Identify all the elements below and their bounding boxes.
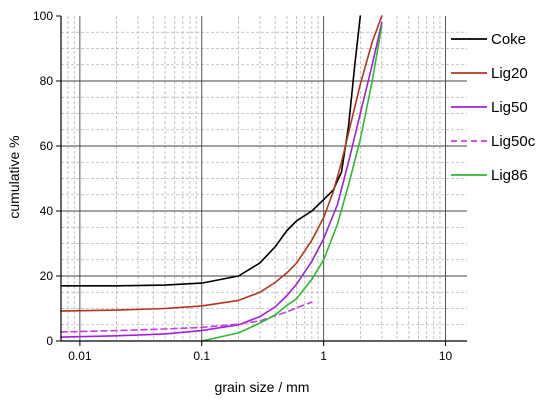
x-tick-label: 1 [320, 349, 327, 363]
legend-layer: Coke Lig20 Lig50 Lig50c Lig86 [451, 31, 536, 184]
x-tick-label: 10 [439, 349, 453, 363]
series-line-lig20 [60, 15, 383, 312]
series-line-lig50 [60, 21, 383, 338]
x-axis-title: grain size / mm [215, 379, 310, 395]
axes-layer [60, 16, 467, 342]
legend-label-lig20: Lig20 [491, 65, 528, 82]
series-line-lig86 [201, 25, 383, 342]
legend-label-lig50c: Lig50c [491, 133, 536, 150]
y-tick-label: 100 [33, 9, 53, 23]
legend-label-lig50: Lig50 [491, 99, 528, 116]
y-axis-title: cumulative % [6, 135, 22, 218]
series-line-lig50c [60, 301, 313, 333]
legend-label-coke: Coke [491, 31, 526, 48]
legend-label-lig86: Lig86 [491, 167, 528, 184]
series-layer [60, 15, 383, 342]
y-tick-label: 40 [40, 204, 54, 218]
y-tick-label: 20 [40, 269, 54, 283]
y-tick-label: 0 [46, 334, 53, 348]
grid-layer [60, 16, 467, 341]
y-tick-label: 80 [40, 74, 54, 88]
y-tick-label: 60 [40, 139, 54, 153]
x-tick-label: 0.01 [68, 349, 92, 363]
x-tick-label: 0.1 [193, 349, 210, 363]
